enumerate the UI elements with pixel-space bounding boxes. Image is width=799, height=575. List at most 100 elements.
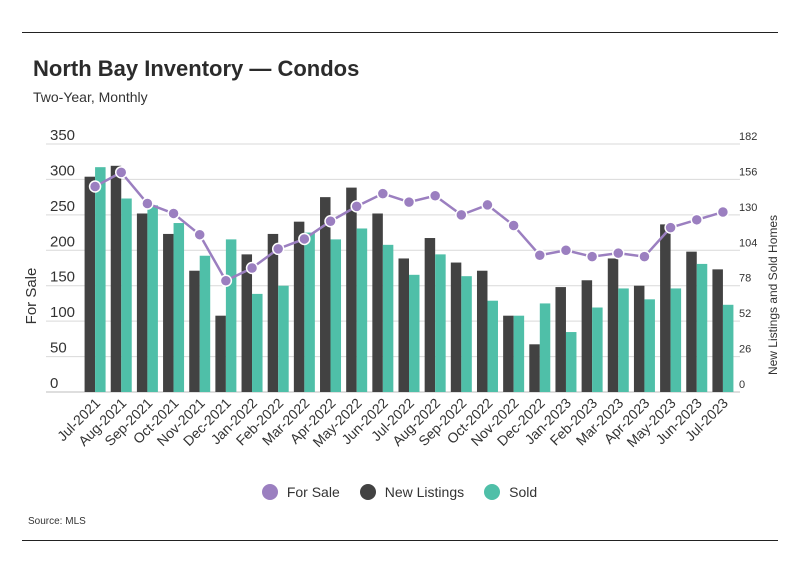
bar-new-listings-oct-2021 — [163, 233, 174, 392]
y-left-tick-label: 200 — [50, 233, 75, 250]
bar-sold-nov-2022 — [513, 315, 525, 392]
legend-label-sold: Sold — [509, 484, 538, 500]
for-sale-point-jul-2023 — [716, 205, 730, 219]
bar-new-listings-sep-2021 — [136, 213, 148, 392]
for-sale-point-feb-2022 — [271, 242, 285, 256]
bar-sold-nov-2021 — [199, 255, 211, 392]
top-rule — [22, 32, 778, 33]
bar-sold-jul-2021 — [95, 167, 106, 392]
y-right-tick-label: 104 — [739, 237, 757, 249]
bar-new-listings-aug-2021 — [110, 165, 122, 392]
y-right-tick-label: 130 — [739, 202, 757, 214]
y-left-tick-label: 250 — [50, 198, 75, 215]
for-sale-point-jun-2023 — [690, 213, 704, 227]
y-right-tick-label: 0 — [739, 379, 745, 391]
for-sale-point-jan-2023 — [559, 244, 573, 257]
chart-subtitle: Two-Year, Monthly — [33, 89, 148, 105]
bar-new-listings-may-2023 — [660, 224, 671, 392]
bar-sold-mar-2022 — [304, 232, 315, 392]
for-sale-point-feb-2023 — [585, 250, 599, 263]
bar-new-listings-aug-2022 — [424, 238, 436, 392]
bar-sold-sep-2021 — [147, 205, 158, 392]
chart-title: North Bay Inventory — Condos — [33, 56, 360, 81]
bar-sold-mar-2023 — [618, 288, 629, 392]
bar-sold-jun-2023 — [696, 263, 708, 392]
for-sale-point-jul-2021 — [88, 180, 102, 193]
bar-new-listings-dec-2021 — [215, 315, 226, 392]
bar-sold-jun-2022 — [382, 244, 394, 392]
for-sale-point-jul-2022 — [402, 195, 416, 209]
bar-sold-oct-2021 — [173, 223, 185, 392]
for-sale-point-oct-2021 — [167, 207, 180, 220]
bars — [84, 165, 734, 392]
bar-new-listings-jul-2021 — [84, 176, 96, 392]
bar-new-listings-apr-2023 — [633, 285, 645, 392]
for-sale-point-sep-2022 — [455, 208, 468, 222]
legend-item-sold: Sold — [484, 484, 537, 500]
legend-label-new-listings: New Listings — [384, 484, 465, 500]
bar-new-listings-sep-2022 — [450, 262, 462, 392]
y-left-tick-label: 100 — [50, 304, 75, 321]
for-sale-point-may-2023 — [664, 221, 677, 234]
bar-new-listings-jan-2022 — [241, 254, 253, 392]
bar-sold-feb-2022 — [278, 285, 289, 392]
bar-sold-dec-2021 — [225, 239, 237, 392]
legend: For Sale New Listings Sold — [0, 484, 799, 500]
bar-new-listings-mar-2022 — [293, 221, 305, 392]
bar-sold-jan-2023 — [565, 332, 577, 392]
bar-new-listings-apr-2022 — [320, 197, 331, 392]
for-sale-point-dec-2021 — [219, 274, 233, 288]
bar-new-listings-jul-2023 — [712, 269, 723, 392]
bar-sold-feb-2023 — [592, 307, 603, 392]
for-sale-point-may-2022 — [350, 200, 363, 213]
for-sale-point-aug-2022 — [428, 189, 442, 202]
for-sale-point-nov-2022 — [507, 219, 520, 232]
bar-sold-apr-2022 — [330, 239, 342, 392]
y-left-tick-label: 350 — [50, 127, 75, 144]
bar-sold-apr-2023 — [644, 299, 655, 392]
legend-swatch-for-sale — [261, 484, 278, 500]
bar-new-listings-jun-2022 — [372, 213, 383, 392]
y-right-tick-label: 52 — [739, 308, 751, 320]
for-sale-point-mar-2022 — [298, 232, 311, 246]
bar-sold-dec-2022 — [539, 303, 551, 392]
bar-new-listings-nov-2021 — [189, 270, 200, 392]
y-right-tick-label: 26 — [739, 344, 751, 356]
for-sale-point-sep-2021 — [141, 197, 154, 210]
bar-sold-oct-2022 — [487, 300, 498, 392]
bar-sold-sep-2022 — [461, 276, 472, 392]
y-right-tick-label: 78 — [739, 273, 751, 285]
bar-sold-may-2023 — [670, 288, 682, 392]
for-sale-point-apr-2023 — [638, 250, 651, 263]
bar-new-listings-dec-2022 — [529, 344, 540, 392]
y-right-tick-label: 156 — [739, 166, 757, 178]
bottom-rule — [22, 540, 778, 541]
bar-sold-aug-2022 — [435, 254, 446, 392]
bar-sold-jul-2023 — [722, 304, 734, 392]
y-right-tick-label: 182 — [739, 131, 757, 143]
bar-new-listings-feb-2023 — [581, 280, 593, 392]
bar-new-listings-feb-2022 — [267, 233, 279, 392]
for-sale-line — [88, 166, 730, 288]
for-sale-point-nov-2021 — [193, 228, 206, 241]
legend-label-for-sale: For Sale — [286, 484, 340, 500]
bar-sold-may-2022 — [356, 228, 368, 392]
y-left-axis-label: For Sale — [23, 268, 40, 325]
legend-swatch-new-listings — [359, 484, 376, 500]
bar-new-listings-jun-2023 — [686, 251, 697, 392]
y-right-axis-label: New Listings and Sold Homes — [766, 215, 780, 375]
bar-new-listings-oct-2022 — [476, 270, 488, 392]
bar-new-listings-jul-2022 — [398, 258, 409, 392]
for-sale-point-dec-2022 — [533, 248, 547, 262]
legend-item-new-listings: New Listings — [359, 484, 465, 500]
bar-sold-jan-2022 — [252, 293, 263, 392]
y-left-tick-label: 150 — [50, 269, 75, 286]
bar-new-listings-jan-2023 — [555, 287, 566, 392]
chart: 0 50 100 150 200 250 300 350 0 26 52 78 104 130 156 182… — [23, 127, 780, 450]
y-left-tick-label: 0 — [50, 375, 58, 392]
legend-item-for-sale: For Sale — [261, 484, 340, 500]
bar-new-listings-nov-2022 — [503, 315, 514, 392]
bar-new-listings-mar-2023 — [607, 258, 619, 392]
for-sale-point-aug-2021 — [114, 166, 128, 179]
for-sale-point-apr-2022 — [324, 214, 337, 228]
